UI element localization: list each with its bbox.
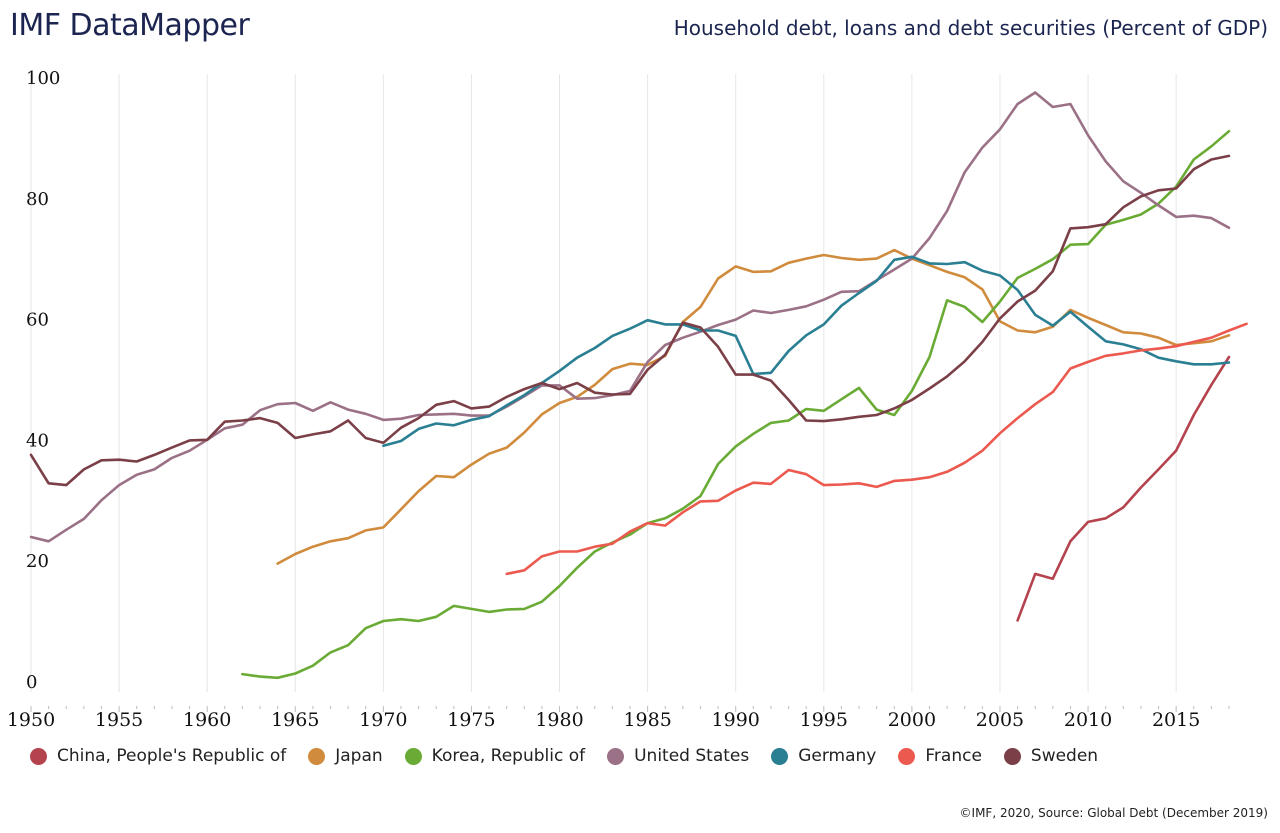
legend-item[interactable]: France	[898, 746, 982, 766]
legend: China, People's Republic of Japan Korea, R…	[30, 746, 1120, 766]
x-tick-label: 2005	[976, 709, 1024, 731]
legend-item[interactable]: Sweden	[1003, 746, 1099, 766]
legend-label: Sweden	[1030, 746, 1099, 766]
x-tick-label: 2015	[1152, 709, 1200, 731]
legend-label: China, People's Republic of	[57, 746, 287, 766]
x-tick-label: 2000	[888, 709, 936, 731]
x-tick-label: 1995	[800, 709, 848, 731]
legend-dot-icon	[607, 747, 625, 765]
y-tick-label: 80	[26, 189, 49, 210]
chart-title: Household debt, loans and debt securitie…	[673, 16, 1268, 40]
legend-label: United States	[634, 746, 750, 766]
line-chart: 0 20 40 60 80 100 1950 1955 1960 1965 1970 1975 198…	[7, 68, 1248, 731]
legend-item[interactable]: Korea, Republic of	[404, 746, 586, 766]
y-tick-label: 60	[26, 310, 49, 331]
y-axis: 0 20 40 60 80 100	[26, 68, 60, 693]
x-tick-label: 1950	[7, 709, 55, 731]
x-tick-label: 1990	[712, 709, 760, 731]
grid-lines	[30, 74, 1177, 692]
x-tick-label: 2010	[1064, 709, 1112, 731]
series-line-united-states[interactable]	[29, 91, 1231, 543]
series-line-germany[interactable]	[382, 255, 1231, 448]
legend-dot-icon	[308, 747, 326, 765]
series-line-korea-republic-of[interactable]	[241, 129, 1231, 680]
x-tick-label: 1975	[447, 709, 495, 731]
legend-item[interactable]: United States	[607, 746, 749, 766]
x-tick-label: 1970	[359, 709, 407, 731]
series-line-france[interactable]	[505, 322, 1248, 576]
series-line-sweden[interactable]	[29, 154, 1231, 487]
legend-dot-icon	[1003, 747, 1021, 765]
y-tick-label: 40	[26, 430, 49, 451]
x-tick-label: 1955	[95, 709, 143, 731]
series-line-japan[interactable]	[276, 248, 1231, 565]
series-line-china-people-s-republic-of[interactable]	[1016, 355, 1231, 622]
brand-title: IMF DataMapper	[10, 8, 250, 43]
y-tick-label: 100	[26, 68, 60, 89]
x-tick-label: 1985	[623, 709, 671, 731]
x-tick-label: 1965	[271, 709, 319, 731]
legend-item[interactable]: Japan	[308, 746, 383, 766]
x-tick-label: 1960	[183, 709, 231, 731]
legend-label: Germany	[798, 746, 877, 766]
legend-dot-icon	[898, 747, 916, 765]
legend-label: Korea, Republic of	[431, 746, 586, 766]
y-tick-label: 0	[26, 672, 37, 693]
legend-dot-icon	[771, 747, 789, 765]
legend-label: Japan	[335, 746, 383, 766]
legend-item[interactable]: China, People's Republic of	[30, 746, 286, 766]
legend-dot-icon	[30, 747, 47, 765]
legend-label: France	[925, 746, 982, 766]
legend-item[interactable]: Germany	[771, 746, 876, 766]
x-axis: 1950 1955 1960 1965 1970 1975 1980 1985 1990 1995…	[7, 706, 1230, 731]
legend-dot-icon	[404, 747, 422, 765]
x-tick-label: 1980	[535, 709, 583, 731]
source-footer: ©IMF, 2020, Source: Global Debt (Decembe…	[959, 806, 1268, 820]
series-lines	[29, 91, 1248, 680]
y-tick-label: 20	[26, 551, 49, 572]
